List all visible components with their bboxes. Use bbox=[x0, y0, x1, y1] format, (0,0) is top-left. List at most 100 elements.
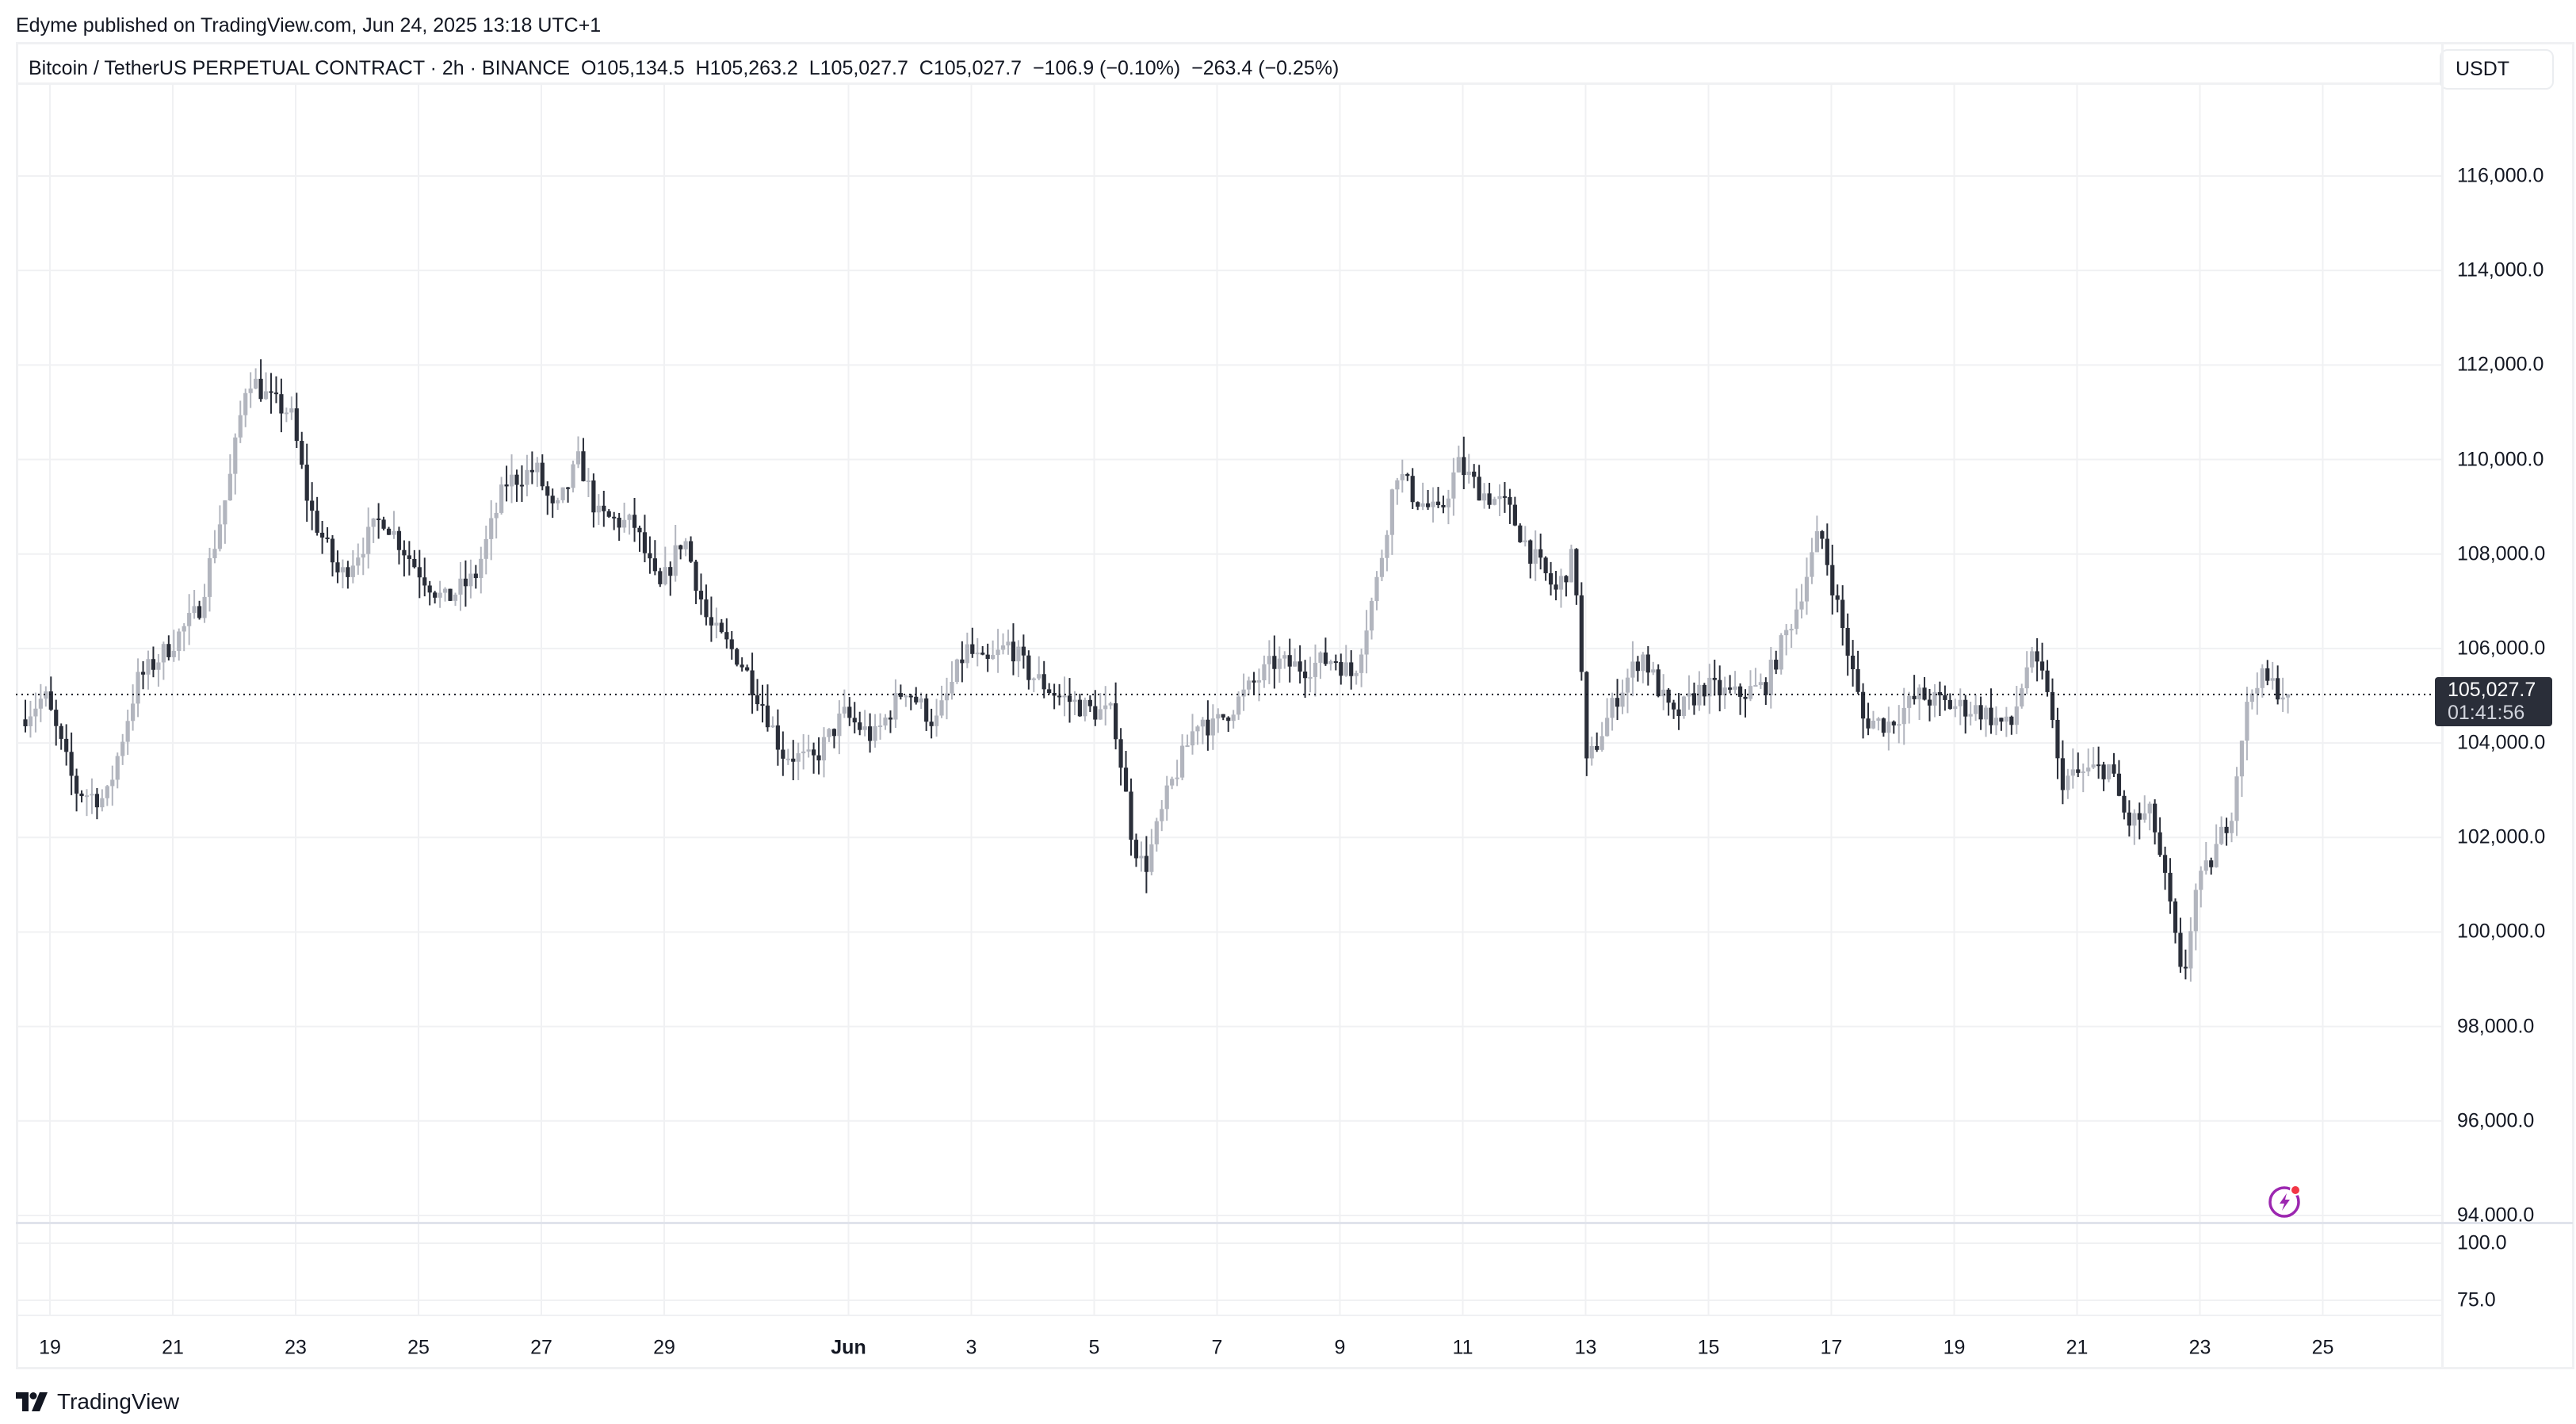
candle-body bbox=[1947, 699, 1952, 710]
candle-body bbox=[248, 389, 253, 393]
candle-body bbox=[279, 394, 284, 414]
candle-body bbox=[591, 480, 596, 513]
candle-body bbox=[407, 555, 411, 559]
candle-body bbox=[2224, 826, 2229, 833]
candle-body bbox=[120, 741, 125, 756]
candle-body bbox=[1210, 718, 1215, 736]
candle-body bbox=[1216, 714, 1221, 719]
candle-body bbox=[642, 532, 648, 553]
candle-body bbox=[463, 578, 468, 587]
candle-body bbox=[1067, 695, 1072, 702]
candle-body bbox=[1907, 695, 1912, 708]
candle-body bbox=[1170, 779, 1175, 786]
candle-body bbox=[100, 798, 105, 808]
candle-body bbox=[1768, 660, 1773, 695]
candle-body bbox=[1114, 703, 1118, 740]
candle-body bbox=[919, 698, 923, 702]
candle-body bbox=[1395, 480, 1400, 490]
candle-body bbox=[2199, 871, 2203, 890]
symbol-title[interactable]: Bitcoin / TetherUS PERPETUAL CONTRACT · … bbox=[29, 57, 571, 79]
time-axis-label: 19 bbox=[39, 1336, 61, 1359]
candle-body bbox=[535, 462, 540, 473]
candle-body bbox=[1974, 705, 1978, 714]
candle-body bbox=[842, 706, 847, 714]
candle-body bbox=[586, 480, 591, 483]
candle-body bbox=[289, 408, 294, 413]
candle-body bbox=[2157, 832, 2162, 856]
candle-body bbox=[346, 567, 350, 577]
candle-body bbox=[1451, 472, 1456, 499]
candle-body bbox=[2280, 697, 2285, 700]
candle-body bbox=[1359, 654, 1364, 673]
candle-body bbox=[514, 474, 519, 485]
pane-separator[interactable] bbox=[16, 1222, 2573, 1224]
bar-countdown: 01:41:56 bbox=[2448, 701, 2525, 724]
candle-body bbox=[1656, 669, 1661, 697]
candle-body bbox=[1129, 791, 1133, 840]
candle-body bbox=[954, 659, 960, 683]
candle-body bbox=[1226, 717, 1231, 722]
candle-body bbox=[2153, 803, 2157, 833]
candle-body bbox=[1298, 661, 1302, 672]
candle-body bbox=[38, 699, 43, 709]
candle-body bbox=[1477, 477, 1481, 501]
candle-body bbox=[622, 519, 627, 528]
alert-lightning-icon[interactable] bbox=[2267, 1183, 2303, 1219]
candle-body bbox=[1820, 530, 1825, 539]
candle-body bbox=[1687, 693, 1691, 697]
candle-body bbox=[182, 626, 186, 632]
candle-body bbox=[23, 719, 28, 726]
candle-body bbox=[350, 565, 355, 577]
candle-body bbox=[1006, 641, 1011, 646]
chart-frame bbox=[16, 42, 2574, 1369]
change-value: −106.9 (−0.10%) bbox=[1032, 57, 1181, 79]
candle-body bbox=[1200, 719, 1206, 727]
candle-body bbox=[64, 738, 69, 752]
tradingview-footer[interactable]: TradingView bbox=[16, 1389, 179, 1414]
candle-body bbox=[1160, 809, 1164, 821]
candle-body bbox=[330, 538, 335, 563]
time-axis-label: 29 bbox=[653, 1336, 675, 1359]
candle-body bbox=[668, 567, 673, 576]
candle-body bbox=[1144, 856, 1148, 872]
candle-body bbox=[1221, 714, 1225, 718]
candle-body bbox=[1574, 549, 1579, 595]
currency-button[interactable]: USDT bbox=[2440, 49, 2554, 90]
candle-body bbox=[735, 649, 740, 665]
candle-body bbox=[1287, 655, 1292, 667]
candle-body bbox=[489, 518, 494, 539]
candle-body bbox=[975, 653, 980, 655]
candle-body bbox=[893, 693, 898, 720]
candle-body bbox=[453, 594, 458, 601]
candle-body bbox=[2219, 826, 2224, 844]
candle-body bbox=[2276, 678, 2280, 700]
candle-body bbox=[729, 639, 734, 649]
candle-body bbox=[1569, 549, 1574, 583]
candle-body bbox=[2055, 719, 2060, 759]
published-caption: Edyme published on TradingView.com, Jun … bbox=[16, 14, 602, 36]
candle-body bbox=[227, 473, 232, 501]
candle-body bbox=[2014, 706, 2019, 725]
candle-body bbox=[550, 496, 555, 503]
candle-body bbox=[1031, 678, 1036, 680]
candle-body bbox=[545, 486, 550, 496]
candle-body bbox=[238, 415, 243, 438]
candle-body bbox=[1866, 718, 1871, 729]
candle-body bbox=[1983, 707, 1989, 720]
candle-body bbox=[816, 755, 821, 761]
candle-body bbox=[1164, 785, 1169, 810]
candle-body bbox=[366, 526, 371, 554]
candle-body bbox=[1487, 493, 1492, 505]
candle-body bbox=[1712, 677, 1717, 680]
candle-body bbox=[499, 484, 504, 513]
candle-body bbox=[1871, 720, 1876, 729]
candle-body bbox=[1308, 676, 1313, 679]
candle-body bbox=[1814, 530, 1820, 553]
candle-body bbox=[821, 737, 827, 761]
candle-body bbox=[617, 517, 621, 528]
candle-body bbox=[1728, 687, 1733, 690]
candle-body bbox=[146, 659, 151, 675]
candle-body bbox=[2045, 670, 2050, 692]
candle-body bbox=[2112, 764, 2116, 774]
